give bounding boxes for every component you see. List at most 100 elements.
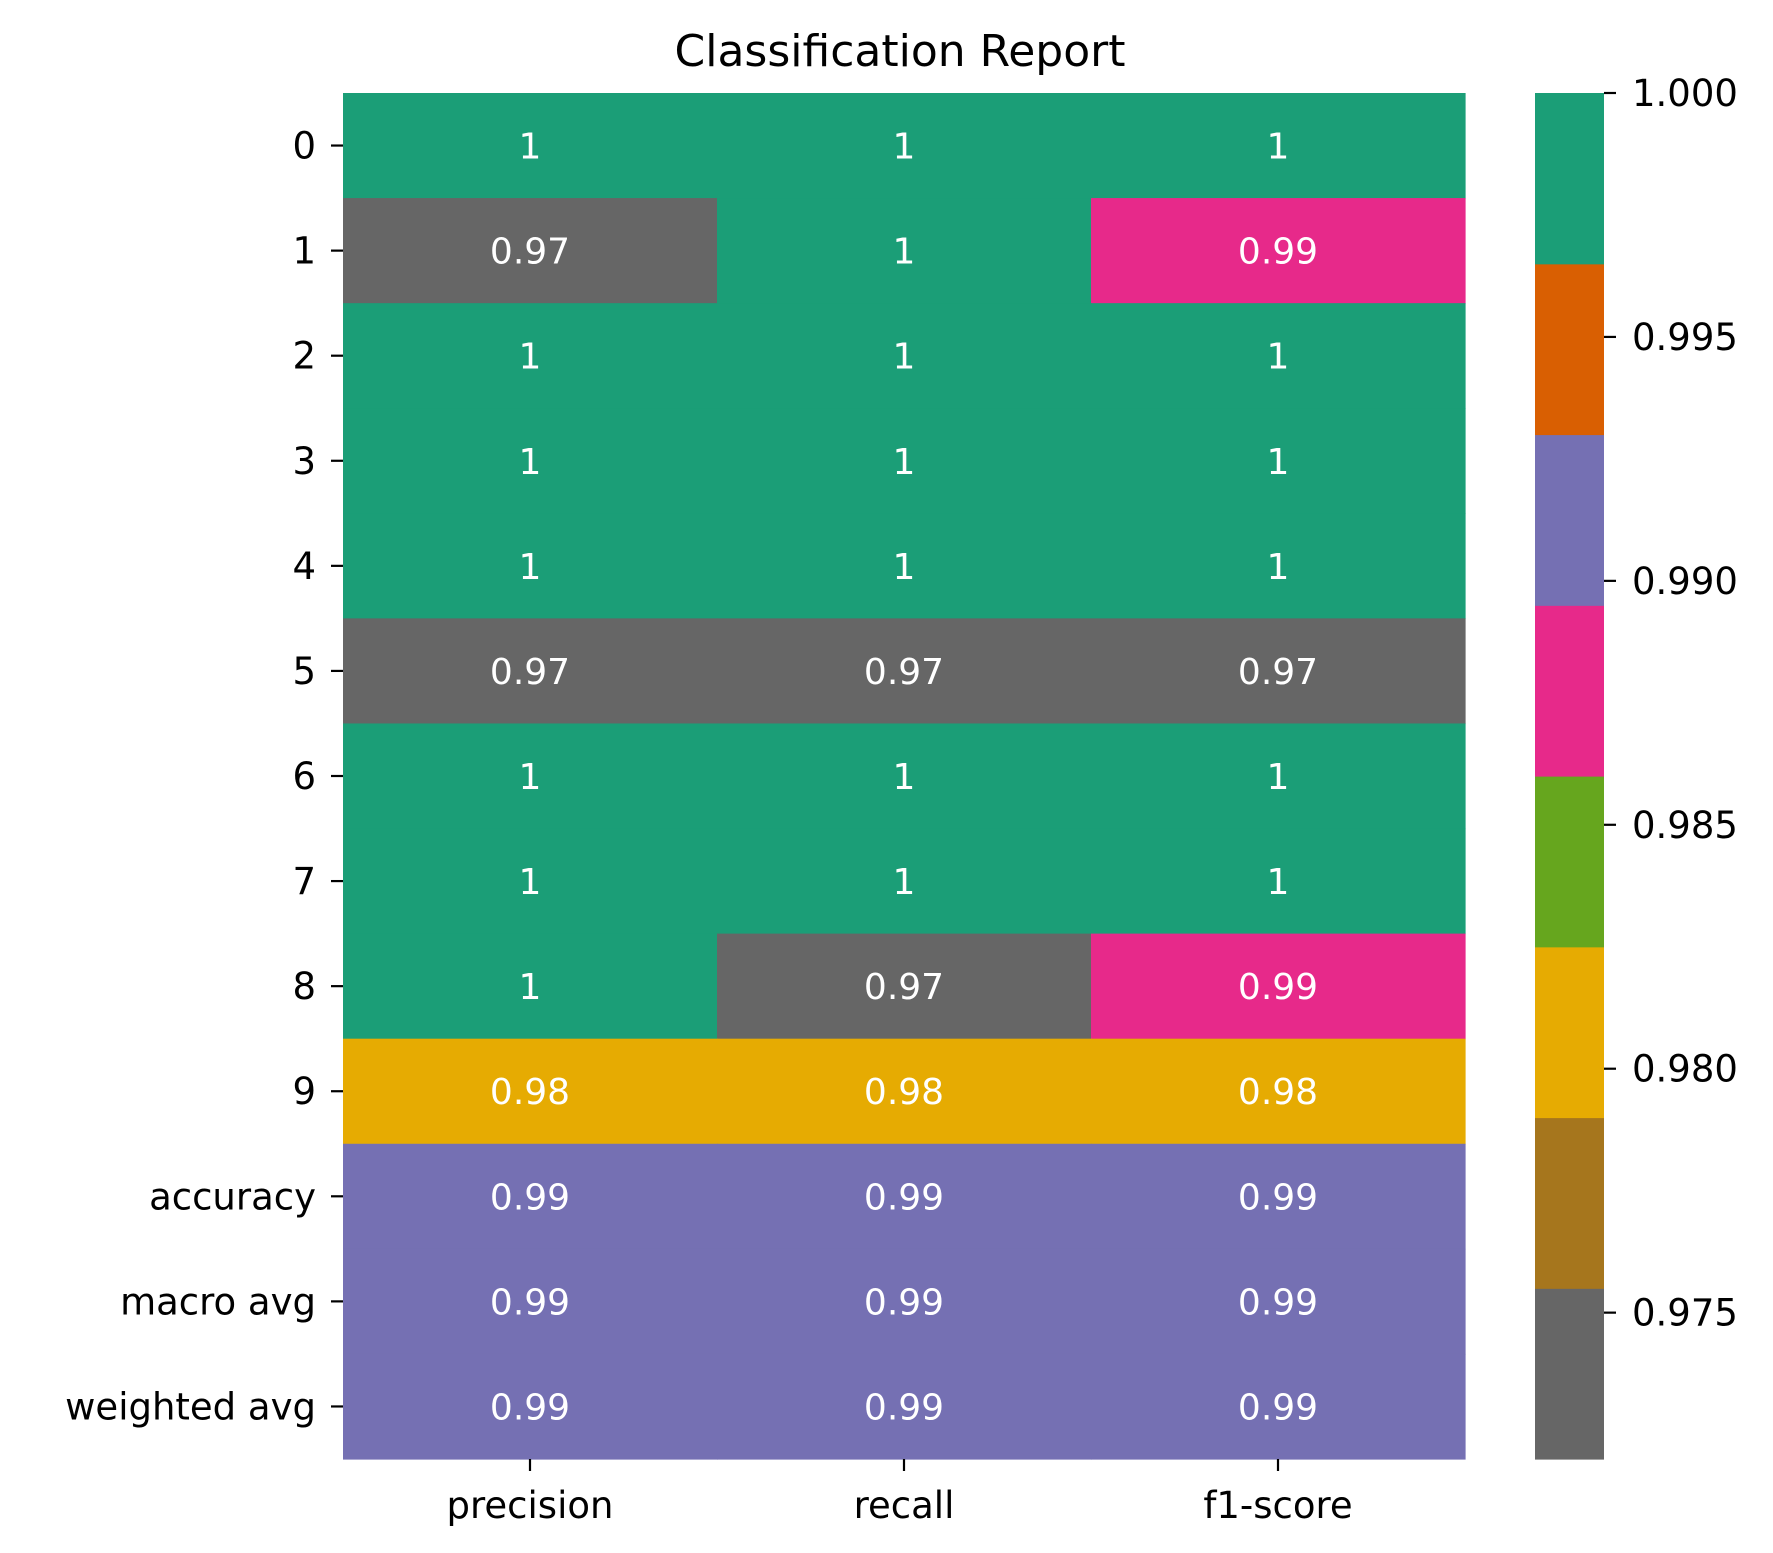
cell-value-label: 0.99 (1238, 967, 1318, 1008)
heatmap-cell (1091, 408, 1466, 514)
cell-value-label: 1 (893, 547, 916, 588)
heatmap-cell (717, 408, 1092, 514)
heatmap-cell (717, 513, 1092, 619)
cell-value-label: 0.97 (490, 652, 570, 693)
y-tick-label: 4 (292, 545, 316, 588)
cell-value-label: 0.97 (864, 652, 944, 693)
heatmap-cell (343, 828, 718, 935)
heatmap-cell (717, 1143, 1092, 1250)
y-tick-label: accuracy (149, 1175, 316, 1218)
cell-value-label: 1 (519, 127, 542, 168)
heatmap-cell (717, 618, 1092, 725)
heatmap-cell (343, 408, 718, 514)
colorbar-segment (1535, 1117, 1604, 1289)
colorbar-tick-label: 0.975 (1632, 1292, 1738, 1335)
y-tick-label: 9 (292, 1070, 316, 1113)
heatmap-cells (343, 93, 1466, 1460)
cell-value-label: 1 (519, 442, 542, 483)
cell-value-label: 1 (893, 337, 916, 378)
cell-value-label: 0.99 (1238, 232, 1318, 273)
heatmap-cell (717, 303, 1092, 409)
heatmap-cell (343, 198, 718, 304)
cell-value-label: 0.99 (490, 1282, 570, 1323)
x-axis: precision recall f1-score (447, 1459, 1353, 1527)
cell-value-label: 0.99 (1238, 1177, 1318, 1218)
heatmap-cell (717, 198, 1092, 304)
cell-value-label: 0.99 (864, 1387, 944, 1428)
colorbar-tick-label: 0.990 (1632, 560, 1738, 603)
y-tick-label: 5 (292, 650, 316, 693)
y-tick-label: 8 (292, 965, 316, 1008)
cell-value-label: 1 (1267, 442, 1290, 483)
cell-value-label: 1 (893, 127, 916, 168)
cell-value-label: 0.99 (490, 1387, 570, 1428)
colorbar-tick-label: 0.985 (1632, 804, 1738, 847)
cell-value-label: 0.99 (864, 1177, 944, 1218)
colorbar-segment (1535, 605, 1604, 777)
heatmap-cell (1091, 1248, 1466, 1355)
heatmap-cell (343, 513, 718, 619)
y-tick-label: 6 (292, 755, 316, 798)
heatmap-cell (1091, 1143, 1466, 1250)
heatmap-cell (717, 1353, 1092, 1460)
cell-value-label: 0.97 (1238, 652, 1318, 693)
colorbar-segment (1535, 946, 1604, 1119)
heatmap-cell (1091, 513, 1466, 619)
colorbar: 0.975 0.980 0.985 0.990 0.995 1.000 (1535, 72, 1738, 1460)
cell-value-label: 1 (893, 862, 916, 903)
colorbar-segment (1535, 93, 1604, 265)
cell-value-label: 1 (1267, 547, 1290, 588)
cell-value-label: 1 (893, 442, 916, 483)
heatmap-cell-labels: 1 1 1 0.97 1 0.99 1 1 1 1 1 1 1 1 1 0.97 0.97 0.97 1 1 1 1 1 1 1… (490, 127, 1318, 1429)
y-tick-label: 3 (292, 440, 316, 483)
y-tick-label: 7 (292, 860, 316, 903)
heatmap-cell (1091, 93, 1466, 199)
cell-value-label: 1 (1267, 757, 1290, 798)
cell-value-label: 0.99 (1238, 1387, 1318, 1428)
heatmap-cell (343, 933, 718, 1040)
heatmap-cell (1091, 723, 1466, 830)
heatmap-cell (1091, 198, 1466, 304)
heatmap-cell (1091, 828, 1466, 935)
heatmap-cell (343, 1248, 718, 1355)
heatmap-cell (343, 1143, 718, 1250)
heatmap-cell (343, 93, 718, 199)
heatmap-cell (717, 828, 1092, 935)
x-tick-label: f1-score (1203, 1484, 1352, 1527)
heatmap-cell (343, 618, 718, 725)
heatmap-cell (717, 1248, 1092, 1355)
y-axis: 0 1 2 3 4 5 6 7 8 9 accuracy macro avg weighted avg (65, 125, 343, 1428)
cell-value-label: 1 (1267, 862, 1290, 903)
cell-value-label: 1 (519, 862, 542, 903)
cell-value-label: 1 (519, 757, 542, 798)
cell-value-label: 1 (519, 337, 542, 378)
colorbar-tick-label: 0.995 (1632, 316, 1738, 359)
heatmap-cell (343, 1353, 718, 1460)
heatmap-cell (1091, 618, 1466, 725)
y-tick-label: macro avg (120, 1280, 316, 1323)
cell-value-label: 0.97 (864, 967, 944, 1008)
cell-value-label: 1 (893, 232, 916, 273)
colorbar-segment (1535, 263, 1604, 436)
colorbar-segment (1535, 776, 1604, 948)
cell-value-label: 0.99 (490, 1177, 570, 1218)
heatmap-cell (1091, 303, 1466, 409)
y-tick-label: 2 (292, 335, 316, 378)
cell-value-label: 0.98 (864, 1072, 944, 1113)
x-tick-label: precision (447, 1484, 614, 1527)
cell-value-label: 1 (519, 967, 542, 1008)
heatmap-cell (717, 723, 1092, 830)
cell-value-label: 1 (893, 757, 916, 798)
cell-value-label: 0.98 (490, 1072, 570, 1113)
heatmap-cell (717, 933, 1092, 1040)
colorbar-segment (1535, 434, 1604, 606)
y-tick-label: weighted avg (65, 1385, 316, 1428)
chart-title: Classification Report (675, 26, 1126, 77)
cell-value-label: 1 (519, 547, 542, 588)
cell-value-label: 1 (1267, 337, 1290, 378)
colorbar-tick-label: 0.980 (1632, 1048, 1738, 1091)
colorbar-segment (1535, 1288, 1604, 1460)
cell-value-label: 0.98 (1238, 1072, 1318, 1113)
